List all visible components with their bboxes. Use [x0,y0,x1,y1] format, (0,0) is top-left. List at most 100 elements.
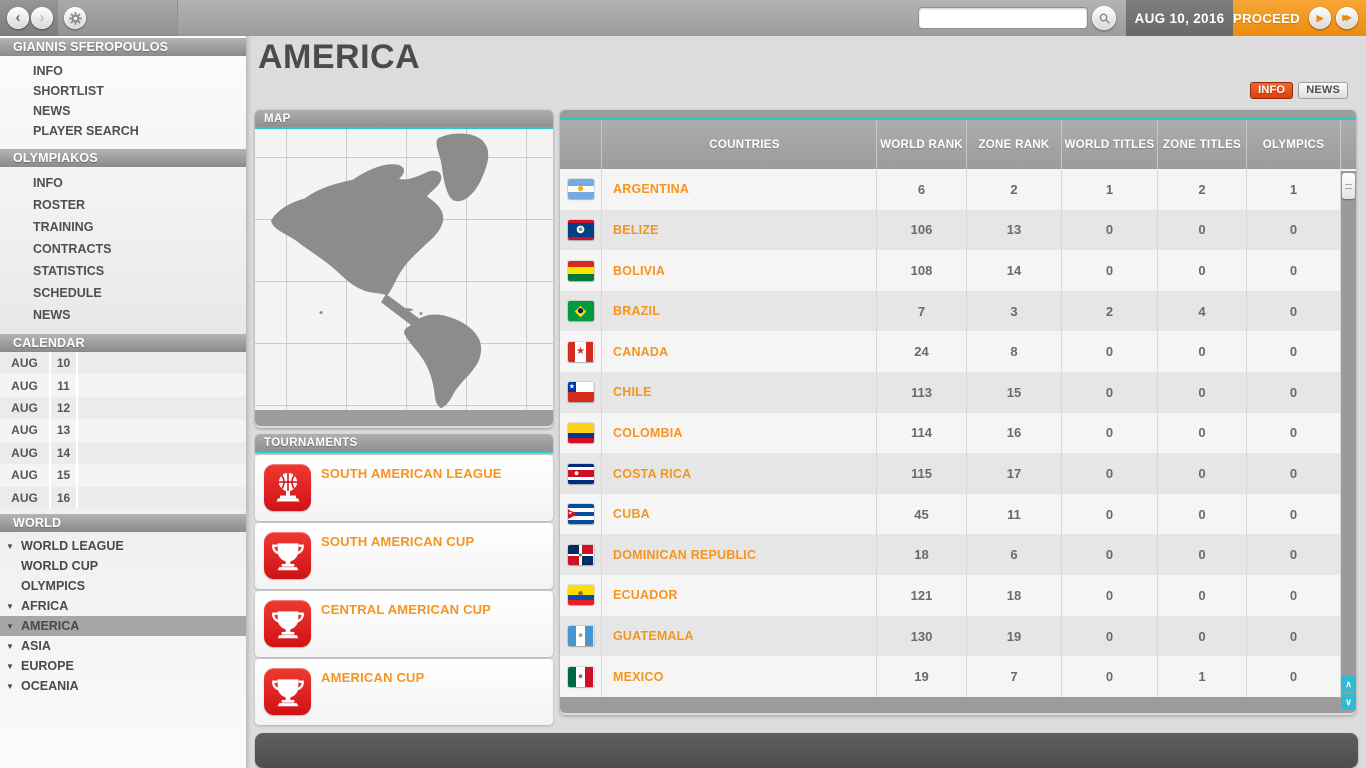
table-scrollbar[interactable] [1341,171,1356,699]
settings-button[interactable] [64,7,86,29]
sidebar-item-news[interactable]: NEWS [33,104,71,118]
tab-info[interactable]: INFO [1250,82,1294,99]
sidebar-item-schedule[interactable]: SCHEDULE [33,286,102,300]
flag-stripe-cell [567,432,594,438]
table-header-world-rank[interactable]: WORLD RANK [877,120,967,169]
country-cell[interactable]: COSTA RICA [602,453,877,494]
search-button[interactable] [1092,6,1116,30]
calendar-row[interactable]: AUG 16 [0,486,246,509]
sidebar-item-europe[interactable]: ▼ EUROPE [0,656,246,676]
sidebar-item-news[interactable]: NEWS [33,308,71,322]
proceed-one-day-button[interactable]: ▶ [1309,7,1332,29]
calendar-events [78,464,246,486]
flag-stripe-cell [576,666,585,687]
flag-stripe-cell [584,626,594,646]
sidebar-item-america[interactable]: ▼ AMERICA [0,616,246,636]
table-header-countries[interactable]: COUNTRIES [602,120,877,169]
table-header-zone-titles[interactable]: ZONE TITLES [1158,120,1247,169]
forward-button[interactable]: › [31,7,53,29]
table-row-argentina[interactable]: ● ARGENTINA 6 2 1 2 1 [560,169,1356,210]
flag-cell: ● ● [560,209,602,251]
table-row-ecuador[interactable]: ● ECUADOR 121 18 0 0 0 [560,575,1356,616]
table-header-olympics[interactable]: OLYMPICS [1247,120,1341,169]
calendar-row[interactable]: AUG 12 [0,396,246,420]
flag-cell [560,412,602,454]
sidebar-item-shortlist[interactable]: SHORTLIST [33,84,104,98]
table-row-mexico[interactable]: ● MEXICO 19 7 0 1 0 [560,656,1356,697]
table-row-guatemala[interactable]: ● GUATEMALA 130 19 0 0 0 [560,615,1356,657]
table-row-canada[interactable]: ★ CANADA 24 8 0 0 0 [560,331,1356,373]
proceed-fast-button[interactable]: ▶▶ [1336,7,1358,29]
table-row-dominican-republic[interactable]: ● DOMINICAN REPUBLIC 18 6 0 0 0 [560,534,1356,576]
sidebar-item-info[interactable]: INFO [33,64,63,78]
sidebar-item-roster[interactable]: ROSTER [33,198,86,212]
table-row-bolivia[interactable]: BOLIVIA 108 14 0 0 0 [560,250,1356,291]
tournament-item-central-american-cup[interactable]: CENTRAL AMERICAN CUP [255,591,553,657]
sidebar-item-africa[interactable]: ▼ AFRICA [0,596,246,616]
flag-stripe-cell [581,555,594,565]
country-cell[interactable]: DOMINICAN REPUBLIC [602,534,877,576]
country-cell[interactable]: ECUADOR [602,575,877,616]
map-panel: MAP [255,110,553,428]
flag-stripe [567,301,594,322]
proceed-label: PROCEED [1233,10,1301,26]
calendar-row[interactable]: AUG 15 [0,464,246,487]
sidebar-item-world-cup[interactable]: ▼WORLD CUP [0,556,246,576]
sidebar-item-olympics[interactable]: ▼OLYMPICS [0,576,246,596]
country-cell[interactable]: MEXICO [602,656,877,697]
table-row-costa-rica[interactable]: ● COSTA RICA 115 17 0 0 0 [560,453,1356,494]
calendar-day: 11 [51,374,78,397]
chevron-down-icon: ∨ [1345,696,1352,707]
tab-news[interactable]: NEWS [1298,82,1348,99]
sidebar-item-world-league[interactable]: ▼ WORLD LEAGUE [0,536,246,556]
country-cell[interactable]: ARGENTINA [602,169,877,210]
country-cell[interactable]: COLOMBIA [602,412,877,454]
world-rank-cell: 19 [877,656,967,697]
sidebar-item-info[interactable]: INFO [33,176,63,190]
tournament-item-south-american-league[interactable]: SOUTH AMERICAN LEAGUE [255,455,553,521]
calendar-row[interactable]: AUG 11 [0,374,246,397]
table-header-flag [560,120,602,169]
sidebar-item-contracts[interactable]: CONTRACTS [33,242,112,256]
country-cell[interactable]: BRAZIL [602,290,877,332]
country-cell[interactable]: CHILE [602,372,877,413]
tournament-item-south-american-cup[interactable]: SOUTH AMERICAN CUP [255,523,553,589]
calendar-row[interactable]: AUG 13 [0,419,246,442]
calendar-row[interactable]: AUG 14 [0,441,246,465]
world-section-header: WORLD [0,514,246,532]
back-button[interactable]: ‹ [7,7,29,29]
country-cell[interactable]: CUBA [602,493,877,535]
sidebar-item-player-search[interactable]: PLAYER SEARCH [33,124,139,138]
sidebar-item-oceania[interactable]: ▼ OCEANIA [0,676,246,696]
country-cell[interactable]: BOLIVIA [602,250,877,291]
tournament-item-american-cup[interactable]: AMERICAN CUP [255,659,553,725]
table-row-belize[interactable]: ● ● BELIZE 106 13 0 0 0 [560,209,1356,251]
country-cell[interactable]: BELIZE [602,209,877,251]
flag-emblem: ◆ [574,301,587,320]
search-input[interactable] [918,7,1088,29]
table-header-zone-rank[interactable]: ZONE RANK [967,120,1062,169]
country-cell[interactable]: CANADA [602,331,877,373]
flag-stripe-cell [567,476,594,481]
table-row-brazil[interactable]: ◆ ● BRAZIL 7 3 2 4 0 [560,290,1356,332]
zone-titles-cell: 0 [1158,453,1247,494]
calendar-row[interactable]: AUG 10 [0,352,246,375]
top-bar: ‹ › AUG 10, 2016 PROCEED ▶ ▶▶ [0,0,1366,36]
calendar-day: 10 [51,352,78,375]
sidebar-item-statistics[interactable]: STATISTICS [33,264,105,278]
manager-section-header: GIANNIS SFEROPOULOS [0,38,246,56]
scroll-down-button[interactable]: ∨ [1341,694,1356,710]
table-row-cuba[interactable]: ▶ ★ CUBA 45 11 0 0 0 [560,493,1356,535]
sidebar-item-asia[interactable]: ▼ ASIA [0,636,246,656]
flag-stripe-cell [584,666,594,687]
scrollbar-thumb[interactable] [1342,173,1355,199]
table-row-colombia[interactable]: COLOMBIA 114 16 0 0 0 [560,412,1356,454]
world-titles-cell: 0 [1062,331,1158,373]
world-rank-cell: 121 [877,575,967,616]
table-row-chile[interactable]: ★ CHILE 113 15 0 0 0 [560,372,1356,413]
table-header-world-titles[interactable]: WORLD TITLES [1062,120,1158,169]
sidebar-item-training[interactable]: TRAINING [33,220,94,234]
country-cell[interactable]: GUATEMALA [602,615,877,657]
scroll-up-button[interactable]: ∧ [1341,676,1356,692]
country-name: MEXICO [613,669,664,684]
